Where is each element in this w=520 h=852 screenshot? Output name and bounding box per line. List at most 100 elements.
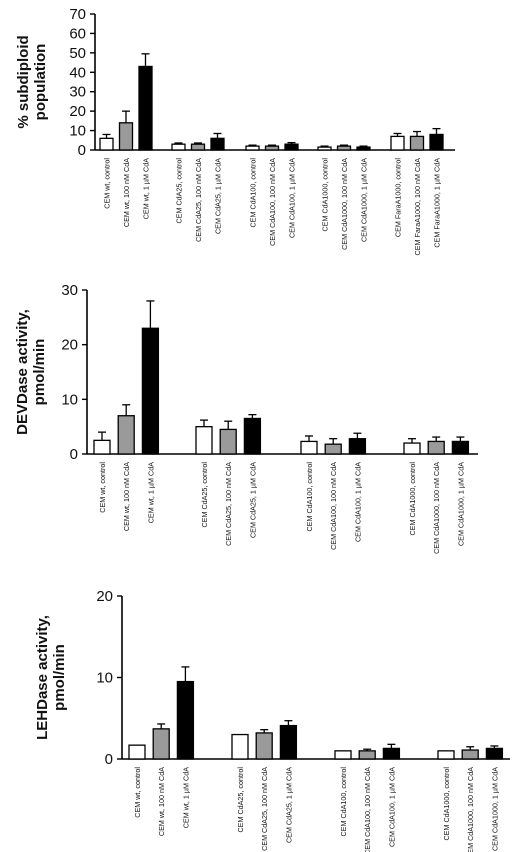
- bar: [358, 750, 376, 760]
- y-tick-label: 20: [69, 103, 86, 120]
- bar: [382, 747, 401, 760]
- bar: [117, 415, 135, 455]
- category-label: CEM wt, 1 µM CdA: [146, 462, 155, 523]
- category-label: CEM CdA25, control: [200, 462, 209, 528]
- category-label: CEM wt, 100 nM CdA: [122, 158, 131, 227]
- bar: [356, 146, 371, 151]
- bar: [390, 135, 405, 151]
- bar: [176, 680, 195, 760]
- bar: [427, 440, 445, 455]
- category-label: CEM wt, 1 µM CdA: [181, 767, 190, 828]
- bar: [190, 143, 206, 151]
- chart-panel-1: 0 10 20 30 40 50 60 70 % subdiploidpopulation CEM…: [15, 6, 455, 255]
- category-label: CEM CdA25, control: [175, 158, 184, 224]
- category-label: CEM CdA1000, 100 nM CdA: [432, 462, 441, 554]
- y-tick-label: 0: [70, 446, 78, 463]
- category-label: CEM CdA25, 1 µM CdA: [214, 158, 223, 234]
- category-label: CEM FaraA1000, 1 µM CdA: [433, 158, 442, 248]
- bar: [210, 137, 225, 151]
- bar: [485, 747, 504, 760]
- bar: [317, 146, 332, 151]
- bar: [152, 728, 170, 760]
- y-tick-label: 30: [61, 282, 78, 299]
- category-label: CEM wt, 100 nM CdA: [122, 462, 131, 531]
- bar: [93, 439, 111, 455]
- category-label: CEM CdA100, 1 µM CdA: [353, 462, 362, 542]
- y-tick-label: 60: [69, 25, 86, 42]
- bar: [255, 732, 273, 760]
- bar: [451, 440, 470, 455]
- category-label: CEM CdA100, 100 nM CdA: [363, 767, 372, 852]
- y-tick-label: 0: [78, 142, 86, 159]
- y-axis-title: LEHDase activity,pmol/min: [34, 615, 68, 740]
- bar: [243, 417, 262, 455]
- bar: [118, 122, 134, 151]
- bar: [403, 442, 421, 455]
- bar: [429, 133, 444, 151]
- category-label: CEM CdA100, control: [305, 462, 314, 532]
- bar: [195, 426, 213, 455]
- bar: [324, 443, 342, 455]
- category-label: CEM FaraA1000, 100 nM CdA: [413, 158, 422, 256]
- category-label: CEM CdA25, control: [236, 767, 245, 833]
- category-label: CEM CdA100, 100 nM CdA: [268, 158, 277, 246]
- bar: [279, 724, 298, 760]
- category-label: CEM CdA100, control: [339, 767, 348, 837]
- bar: [141, 327, 160, 455]
- category-label: CEM CdA1000, 100 nM CdA: [340, 158, 349, 250]
- y-tick-label: 20: [96, 588, 113, 605]
- category-label: CEM CdA100, 1 µM CdA: [288, 158, 297, 238]
- bar: [264, 145, 280, 151]
- category-label: CEM CdA25, 100 nM CdA: [224, 462, 233, 546]
- category-label: CEM CdA25, 1 µM CdA: [284, 767, 293, 843]
- category-label: CEM CdA1000, control: [442, 767, 451, 841]
- bar: [171, 143, 186, 151]
- bar: [348, 438, 367, 455]
- chart-panel-2: 0 10 20 30 DEVDase activity,pmol/min CEM wt, …: [14, 282, 478, 554]
- y-tick-label: 10: [96, 670, 113, 687]
- y-tick-label: 10: [61, 391, 78, 408]
- y-tick-label: 50: [69, 45, 86, 62]
- category-label: CEM CdA1000, control: [321, 158, 330, 232]
- bar: [219, 428, 237, 455]
- category-label: CEM CdA100, control: [249, 158, 258, 228]
- category-label: CEM wt, control: [133, 767, 142, 818]
- category-label: CEM CdA1000, 1 µM CdA: [360, 158, 369, 242]
- y-tick-label: 40: [69, 64, 86, 81]
- category-label: CEM CdA1000, control: [408, 462, 417, 536]
- category-label: CEM CdA1000, 1 µM CdA: [456, 462, 465, 546]
- category-label: CEM CdA1000, 100 nM CdA: [466, 767, 475, 852]
- bar: [138, 65, 153, 151]
- category-label: CEM wt, control: [98, 462, 107, 513]
- y-tick-label: 30: [69, 84, 86, 101]
- y-tick-label: 20: [61, 337, 78, 354]
- bar: [245, 145, 260, 151]
- bar: [128, 744, 146, 760]
- y-axis-title: DEVDase activity,pmol/min: [14, 309, 48, 435]
- category-label: CEM wt, 100 nM CdA: [157, 767, 166, 836]
- bar: [461, 749, 479, 760]
- category-label: CEM FaraA1000, control: [394, 158, 403, 238]
- y-axis-title: % subdiploidpopulation: [15, 35, 49, 128]
- bar: [409, 135, 425, 151]
- bar: [336, 145, 352, 151]
- bar: [99, 137, 114, 151]
- category-label: CEM CdA100, 1 µM CdA: [387, 767, 396, 847]
- bar: [284, 143, 299, 151]
- category-label: CEM CdA25, 1 µM CdA: [248, 462, 257, 538]
- category-label: CEM wt, 1 µM CdA: [142, 158, 151, 219]
- category-label: CEM CdA100, 100 nM CdA: [329, 462, 338, 550]
- bar: [334, 750, 352, 760]
- y-tick-label: 70: [69, 6, 86, 23]
- category-label: CEM CdA25, 100 nM CdA: [194, 158, 203, 242]
- category-label: CEM CdA1000, 1 µM CdA: [490, 767, 499, 851]
- category-label: CEM CdA25, 100 nM CdA: [260, 767, 269, 851]
- chart-panel-3: 0 10 20 LEHDase activity,pmol/min CEM wt, co…: [34, 588, 510, 852]
- bar: [231, 733, 249, 760]
- y-tick-label: 10: [69, 123, 86, 140]
- bar: [437, 750, 455, 760]
- category-label: CEM wt, control: [103, 158, 112, 209]
- bar: [300, 440, 318, 455]
- y-tick-label: 0: [105, 751, 113, 768]
